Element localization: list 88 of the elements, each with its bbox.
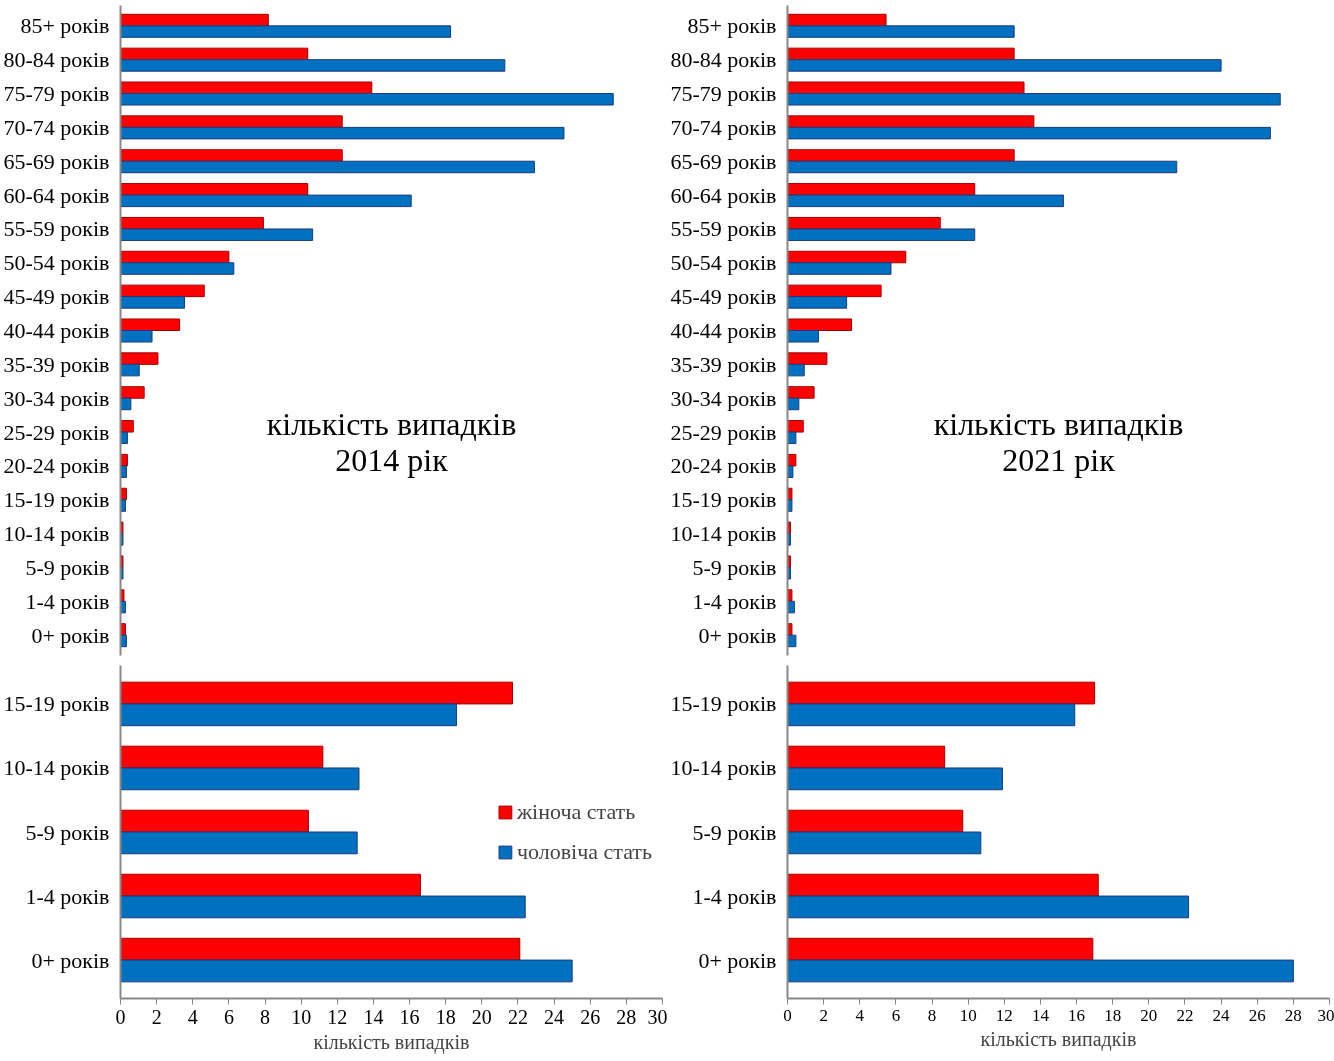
y-tick-label: 0+ років	[31, 947, 110, 973]
y-tick-label: 20-24 років	[3, 453, 110, 479]
y-tick-label: 65-69 років	[670, 148, 777, 174]
y-tick-label: 50-54 років	[3, 250, 110, 276]
y-tick-label: 10-14 років	[670, 755, 777, 781]
x-tick-label: 16	[399, 1005, 420, 1028]
y-tick-label: 0+ років	[31, 622, 110, 648]
y-tick-label: 85+ років	[20, 13, 110, 39]
y-tick-label: 70-74 років	[670, 114, 777, 140]
y-tick-label: 65-69 років	[3, 148, 110, 174]
x-tick-label: 14	[363, 1005, 384, 1028]
x-tick-label: 22	[1176, 1005, 1194, 1025]
y-tick-label: 50-54 років	[670, 250, 777, 276]
y-tick-label: 1-4 років	[692, 588, 777, 614]
y-tick-label: 5-9 років	[25, 819, 110, 845]
y-tick-label: 30-34 років	[670, 385, 777, 411]
y-tick-label: 60-64 років	[3, 182, 110, 208]
y-tick-label: 10-14 років	[3, 755, 110, 781]
x-tick-label: 30	[1317, 1005, 1334, 1025]
x-tick-label: 8	[260, 1005, 271, 1028]
y-tick-label: 60-64 років	[670, 182, 777, 208]
y-tick-label: 0+ років	[698, 947, 777, 973]
y-tick-label: 30-34 років	[3, 385, 110, 411]
x-tick-label: 4	[855, 1005, 865, 1025]
x-tick-label: 30	[647, 1005, 668, 1028]
x-tick-label: 24	[544, 1005, 565, 1028]
y-tick-label: 45-49 років	[3, 284, 110, 310]
legend-label: чоловіча стать	[516, 838, 652, 865]
y-tick-label: 1-4 років	[25, 588, 110, 614]
x-tick-label: 0	[783, 1005, 792, 1025]
x-axis-title: кількість випадків	[313, 1030, 470, 1054]
x-tick-label: 12	[327, 1005, 348, 1028]
x-tick-label: 12	[995, 1005, 1013, 1025]
y-tick-label: 15-19 років	[670, 487, 777, 513]
y-tick-label: 25-29 років	[670, 419, 777, 445]
x-tick-label: 16	[1068, 1005, 1086, 1025]
y-tick-label: 15-19 років	[3, 487, 110, 513]
text: 2014 рік	[335, 442, 449, 479]
y-tick-label: 85+ років	[687, 13, 777, 39]
y-tick-label: 10-14 років	[3, 521, 110, 547]
x-tick-label: 20	[1140, 1005, 1158, 1025]
y-tick-label: 75-79 років	[670, 81, 777, 107]
text: 2021 рік	[1002, 442, 1116, 479]
y-tick-label: 80-84 років	[3, 47, 110, 73]
y-tick-label: 45-49 років	[670, 284, 777, 310]
y-tick-label: 20-24 років	[670, 453, 777, 479]
x-tick-label: 20	[471, 1005, 492, 1028]
x-tick-label: 28	[1284, 1005, 1302, 1025]
x-tick-label: 14	[1031, 1005, 1050, 1025]
x-tick-label: 2	[151, 1005, 162, 1028]
text: кількість випадків	[266, 406, 517, 443]
x-tick-label: 26	[580, 1005, 601, 1028]
y-tick-label: 15-19 років	[670, 691, 777, 717]
x-axis-title: кількість випадків	[980, 1027, 1137, 1051]
x-tick-label: 24	[1212, 1005, 1231, 1025]
y-tick-label: 5-9 років	[692, 819, 777, 845]
y-tick-label: 35-39 років	[3, 351, 110, 377]
x-tick-label: 10	[959, 1005, 977, 1025]
y-tick-label: 80-84 років	[670, 47, 777, 73]
legend-label: жіноча стать	[516, 798, 636, 825]
y-tick-label: 75-79 років	[3, 81, 110, 107]
x-tick-label: 0	[115, 1005, 126, 1028]
x-tick-label: 6	[891, 1005, 901, 1025]
y-tick-label: 1-4 років	[25, 883, 110, 909]
x-tick-label: 6	[223, 1005, 234, 1028]
x-tick-label: 28	[616, 1005, 637, 1028]
y-tick-label: 55-59 років	[3, 216, 110, 242]
y-tick-label: 35-39 років	[670, 351, 777, 377]
x-tick-label: 2	[819, 1005, 828, 1025]
y-tick-label: 5-9 років	[25, 554, 110, 580]
y-tick-label: 25-29 років	[3, 419, 110, 445]
x-tick-label: 26	[1248, 1005, 1266, 1025]
y-tick-label: 55-59 років	[670, 216, 777, 242]
x-tick-label: 18	[435, 1005, 456, 1028]
x-tick-label: 10	[291, 1005, 312, 1028]
x-tick-label: 18	[1104, 1005, 1122, 1025]
x-tick-label: 22	[507, 1005, 528, 1028]
x-tick-label: 8	[927, 1005, 937, 1025]
x-tick-label: 4	[187, 1005, 198, 1028]
text: кількість випадків	[933, 406, 1184, 443]
y-tick-label: 0+ років	[698, 622, 777, 648]
y-tick-label: 40-44 років	[3, 318, 110, 343]
y-tick-label: 15-19 років	[3, 691, 110, 717]
y-tick-label: 1-4 років	[692, 883, 777, 909]
y-tick-label: 10-14 років	[670, 521, 777, 547]
y-tick-label: 70-74 років	[3, 114, 110, 140]
y-tick-label: 40-44 років	[670, 318, 777, 343]
y-tick-label: 5-9 років	[692, 554, 777, 580]
